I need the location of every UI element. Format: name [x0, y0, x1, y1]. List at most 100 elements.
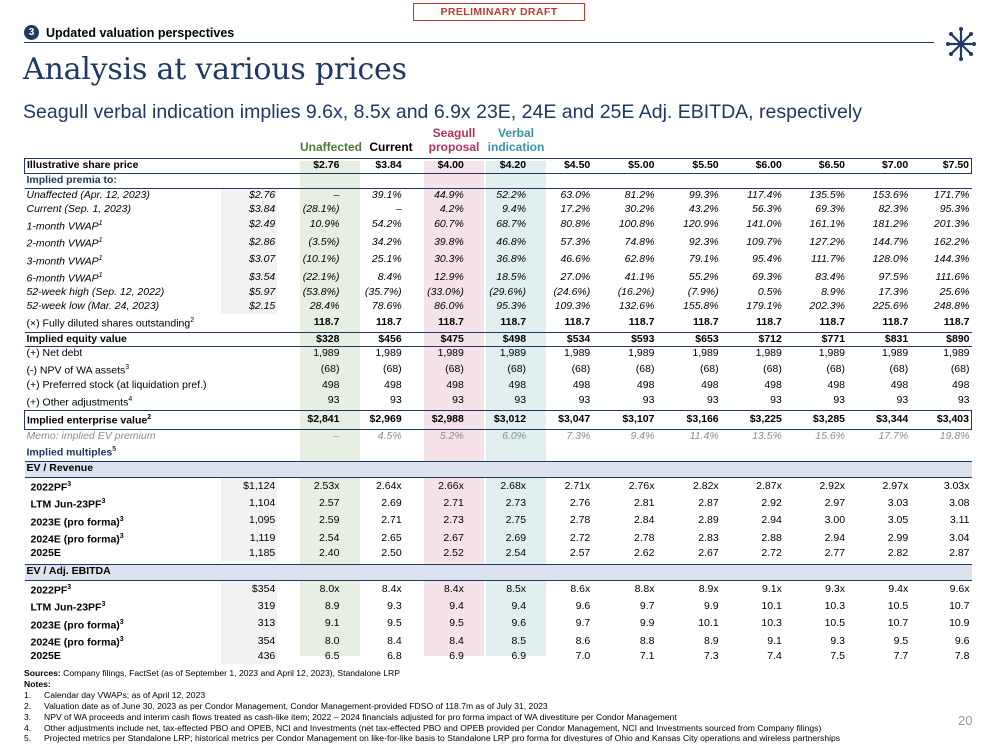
value-cell: 10.3 — [824, 600, 846, 612]
footnote-ref: 3 — [125, 364, 130, 372]
value-cell: 1,989 — [375, 347, 402, 360]
header-current: Current — [369, 140, 413, 154]
value-cell: $498 — [465, 331, 529, 348]
value-cell: 39.8% — [434, 235, 464, 248]
footnote-ref: 3 — [101, 498, 106, 506]
premia-row: 3-month VWAP1 $3.07 (10.1%) 25.1% 30.3% 36.8%… — [25, 251, 972, 269]
value-cell: $7.50 — [910, 158, 973, 174]
multiple-label: 2025E — [30, 650, 61, 663]
value-cell: 3.03x — [943, 479, 970, 492]
value-cell: 7.3% — [566, 429, 591, 442]
value-cell: 93 — [896, 394, 909, 407]
value-cell: 8.5 — [511, 634, 527, 647]
value-cell: 2.68x — [500, 479, 527, 492]
ev-revenue-row: 2025E 1,185 2.40 2.50 2.52 2.54 2.57 2.62 2.67 2.… — [25, 547, 972, 562]
value-cell: 82.3% — [878, 202, 909, 215]
value-cell: 34.2% — [371, 235, 402, 248]
value-cell: 118.7 — [500, 315, 527, 328]
value-cell: 1,989 — [881, 347, 909, 360]
value-cell: 8.4 — [449, 634, 464, 647]
value-cell: (24.6%) — [553, 286, 591, 299]
value-cell: 2.88 — [761, 531, 782, 544]
page-subtitle: Seagull verbal indication implies 9.6x, … — [23, 101, 862, 123]
note-number: 3. — [24, 711, 32, 722]
value-cell: 2.59 — [319, 514, 340, 527]
value-cell: $3,403 — [910, 410, 973, 430]
value-cell: 56.3% — [752, 202, 782, 215]
value-cell: 498 — [827, 378, 846, 391]
value-cell: $3,107 — [592, 410, 657, 430]
value-cell: 17.3% — [878, 286, 909, 299]
ev-ebitda-header-row: EV / Adj. EBITDA — [24, 563, 972, 581]
value-cell: 118.7 — [943, 315, 970, 328]
empty-cell — [221, 379, 277, 393]
value-cell: 1,989 — [755, 347, 782, 360]
value-cell: 8.9 — [324, 600, 340, 612]
value-cell: $6.50 — [783, 158, 848, 174]
value-cell: 2.72 — [761, 547, 782, 560]
value-cell: $2,841 — [277, 410, 342, 430]
bridge-label: (-) NPV of WA assets3 — [26, 364, 130, 377]
footnote-ref: 1 — [98, 254, 103, 262]
premia-label: Current (Sep. 1, 2023) — [26, 202, 131, 215]
value-cell: 0.5% — [757, 286, 782, 299]
value-cell: 9.5 — [893, 634, 909, 647]
value-cell: 9.1 — [767, 634, 782, 647]
base-metric: $354 — [221, 580, 278, 599]
value-cell: 1,989 — [628, 347, 655, 360]
value-cell: 3.00 — [824, 514, 846, 527]
value-cell: 7.0 — [575, 650, 591, 663]
value-cell: – — [333, 429, 340, 442]
value-cell: 2.84 — [634, 514, 655, 527]
value-cell: 2.57 — [319, 496, 340, 509]
value-cell: 6.5 — [324, 650, 340, 663]
value-cell: $3,285 — [783, 410, 848, 430]
value-cell: 2.71 — [443, 496, 464, 509]
value-cell: $712 — [720, 331, 784, 348]
value-cell: 2.97x — [882, 479, 909, 492]
value-cell: 2.67 — [443, 531, 464, 544]
value-cell: 118.7 — [692, 315, 719, 328]
header-unaffected: Unaffected — [299, 140, 362, 154]
value-cell: 2.64x — [375, 479, 402, 492]
bridge-row: (+) Preferred stock (at liquidation pref… — [25, 379, 972, 393]
value-cell: $771 — [783, 331, 848, 348]
sources-notes: Sources: Company filings, FactSet (as of… — [24, 668, 974, 744]
value-cell: 15.6% — [815, 429, 846, 442]
value-cell: (68) — [507, 363, 527, 376]
value-cell: 118.7 — [313, 315, 340, 328]
premia-row: 6-month VWAP1 $3.54 (22.1%) 8.4% 12.9% 18.5% 2… — [25, 268, 972, 287]
value-cell: 118.7 — [564, 315, 591, 328]
value-cell: 8.9x — [698, 582, 719, 595]
ev-revenue-row: 2023E (pro forma)3 1,095 2.59 2.71 2.73 2.75 2… — [25, 512, 972, 531]
value-cell: 9.6 — [511, 617, 527, 630]
value-cell: 9.7 — [575, 617, 591, 630]
reference-price: $3.54 — [221, 268, 278, 287]
value-cell: 2.78 — [569, 514, 591, 527]
value-cell: 120.9% — [683, 218, 719, 231]
value-cell: 99.3% — [688, 188, 719, 201]
value-cell: 44.9% — [434, 188, 464, 201]
value-cell: 7.3 — [704, 650, 719, 663]
value-cell: 9.9 — [639, 617, 655, 630]
value-cell: 9.1 — [324, 617, 340, 630]
base-metric: 1,104 — [221, 495, 278, 513]
value-cell: (68) — [950, 363, 970, 376]
ev-revenue-header-row: EV / Revenue — [24, 460, 972, 478]
value-cell: 9.6 — [954, 634, 970, 647]
header-seagull-line2: proposal — [428, 140, 480, 154]
value-cell: 2.94 — [824, 531, 846, 544]
value-cell: 2.92 — [761, 496, 782, 509]
value-cell: 1,989 — [437, 347, 464, 360]
value-cell: 7.1 — [639, 650, 655, 663]
value-cell: 68.7% — [496, 218, 527, 231]
value-cell: 5.2% — [439, 429, 464, 442]
section-tag: 3 Updated valuation perspectives — [24, 24, 234, 41]
value-cell: 2.76 — [569, 496, 591, 509]
value-cell: 27.0% — [560, 270, 591, 283]
empty-cell — [221, 410, 278, 430]
multiple-label: 2022PF3 — [30, 480, 72, 494]
value-cell: 109.3% — [554, 300, 591, 313]
multiple-label: 2024E (pro forma)3 — [30, 636, 124, 649]
value-cell: 2.54 — [319, 531, 340, 544]
